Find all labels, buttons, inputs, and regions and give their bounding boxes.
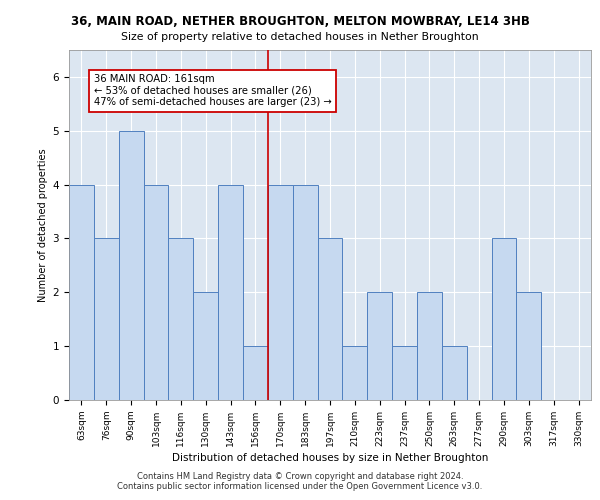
- Bar: [69, 184, 94, 400]
- Bar: [442, 346, 467, 400]
- Bar: [143, 184, 169, 400]
- Bar: [268, 184, 293, 400]
- X-axis label: Distribution of detached houses by size in Nether Broughton: Distribution of detached houses by size …: [172, 453, 488, 463]
- Bar: [392, 346, 417, 400]
- Bar: [343, 346, 367, 400]
- Text: 36, MAIN ROAD, NETHER BROUGHTON, MELTON MOWBRAY, LE14 3HB: 36, MAIN ROAD, NETHER BROUGHTON, MELTON …: [71, 15, 529, 28]
- Bar: [293, 184, 317, 400]
- Bar: [517, 292, 541, 400]
- Bar: [243, 346, 268, 400]
- Bar: [218, 184, 243, 400]
- Text: 36 MAIN ROAD: 161sqm
← 53% of detached houses are smaller (26)
47% of semi-detac: 36 MAIN ROAD: 161sqm ← 53% of detached h…: [94, 74, 332, 108]
- Y-axis label: Number of detached properties: Number of detached properties: [38, 148, 49, 302]
- Bar: [119, 131, 143, 400]
- Bar: [169, 238, 193, 400]
- Bar: [317, 238, 343, 400]
- Bar: [367, 292, 392, 400]
- Bar: [417, 292, 442, 400]
- Bar: [491, 238, 517, 400]
- Bar: [193, 292, 218, 400]
- Text: Contains public sector information licensed under the Open Government Licence v3: Contains public sector information licen…: [118, 482, 482, 491]
- Text: Size of property relative to detached houses in Nether Broughton: Size of property relative to detached ho…: [121, 32, 479, 42]
- Text: Contains HM Land Registry data © Crown copyright and database right 2024.: Contains HM Land Registry data © Crown c…: [137, 472, 463, 481]
- Bar: [94, 238, 119, 400]
